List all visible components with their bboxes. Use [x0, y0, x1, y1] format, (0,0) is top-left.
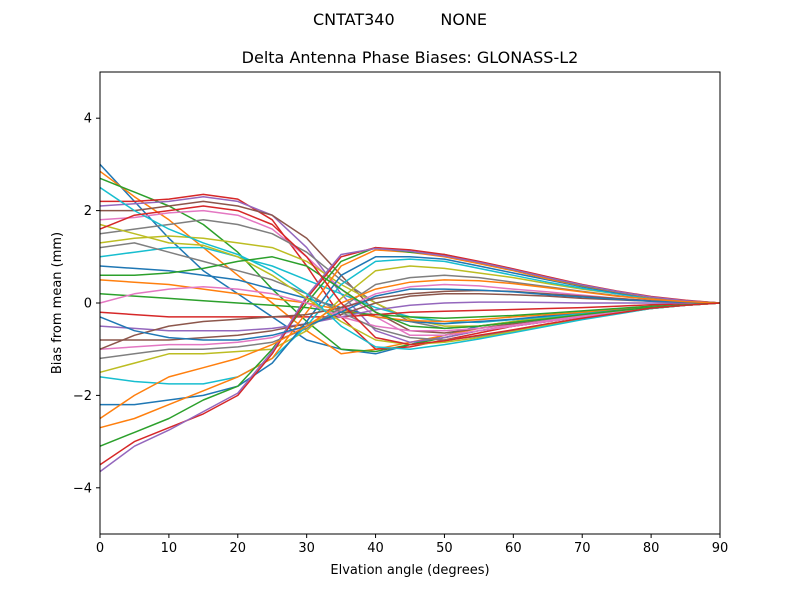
series-line-32 [99, 279, 721, 420]
series-line-7 [99, 209, 721, 337]
figure-suptitle: CNTAT340 NONE [312, 10, 488, 29]
y-tick-label: −2 [73, 389, 92, 404]
series-line-14 [99, 302, 721, 318]
series-line-21 [100, 256, 721, 406]
series-line-13 [99, 293, 721, 319]
series-line-31 [99, 288, 721, 341]
series-layer [99, 163, 721, 473]
series-line-34 [99, 205, 721, 346]
series-line-15 [99, 301, 720, 332]
x-tick-label: 90 [712, 541, 729, 556]
y-tick-label: −4 [73, 481, 92, 496]
series-line-25 [99, 247, 721, 473]
x-axis-label: Elvation angle (degrees) [330, 563, 489, 578]
series-line-26 [99, 289, 721, 350]
x-tick-label: 50 [436, 541, 453, 556]
series-line-24 [99, 246, 721, 466]
x-tick-label: 80 [643, 541, 660, 556]
chart-title: Delta Antenna Phase Biases: GLONASS-L2 [241, 48, 579, 67]
x-tick-label: 70 [574, 541, 591, 556]
y-tick-label: 2 [84, 204, 92, 219]
x-axis-ticks: 0 10 20 30 40 50 60 70 80 90 [96, 534, 728, 556]
series-line-33 [100, 256, 721, 330]
series-line-20 [99, 258, 721, 385]
x-tick-label: 40 [367, 541, 384, 556]
x-tick-label: 10 [161, 541, 178, 556]
y-tick-label: 4 [84, 112, 92, 127]
y-axis-label: Bias from mean (mm) [50, 232, 65, 374]
series-line-30 [99, 186, 721, 350]
x-tick-label: 0 [96, 541, 104, 556]
x-tick-label: 20 [230, 541, 247, 556]
x-tick-label: 30 [298, 541, 315, 556]
x-tick-label: 60 [505, 541, 522, 556]
y-tick-label: 0 [84, 297, 92, 312]
y-axis-ticks: −4 −2 0 2 4 [73, 112, 100, 496]
